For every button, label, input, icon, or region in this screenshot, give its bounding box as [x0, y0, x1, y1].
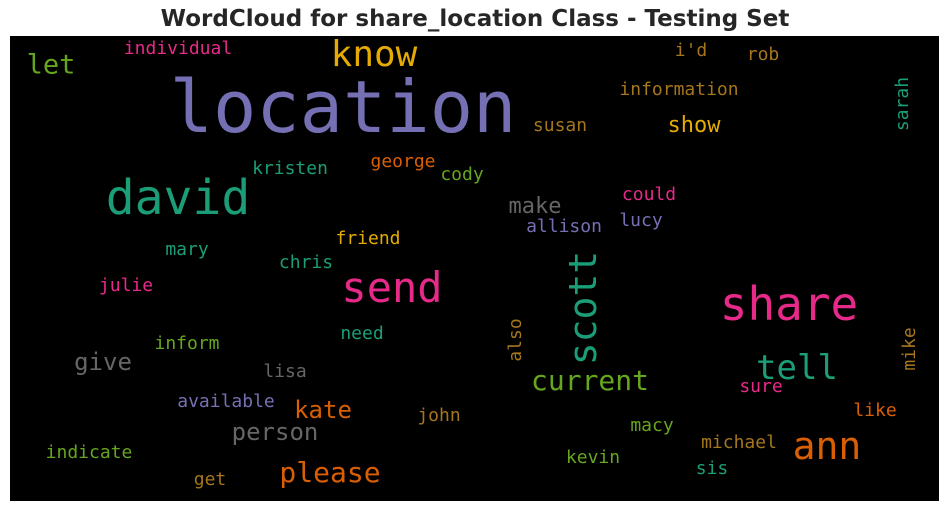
word-indicate: indicate [46, 444, 133, 462]
word-kristen: kristen [252, 160, 328, 178]
word-mary: mary [165, 241, 208, 259]
word-location: location [170, 71, 517, 143]
wordcloud-panel: location know let individual i'd rob informati… [10, 36, 939, 501]
word-friend: friend [335, 230, 400, 248]
word-lucy: lucy [619, 212, 662, 230]
word-know: know [331, 37, 418, 73]
word-susan: susan [533, 117, 587, 135]
word-scott: scott [564, 251, 602, 365]
word-rob: rob [747, 46, 780, 64]
word-let: let [27, 52, 76, 79]
word-macy: macy [630, 417, 673, 435]
word-need: need [340, 325, 383, 343]
word-george: george [370, 153, 435, 171]
word-david: david [106, 174, 251, 222]
word-give: give [74, 350, 132, 374]
word-could: could [622, 186, 676, 204]
chart-title: WordCloud for share_location Class - Tes… [0, 4, 950, 34]
word-john: john [417, 407, 460, 425]
word-i-d: i'd [675, 42, 708, 60]
word-make: make [509, 196, 562, 218]
word-lisa: lisa [263, 363, 306, 381]
word-inform: inform [154, 335, 219, 353]
word-cody: cody [440, 166, 483, 184]
word-mike: mike [901, 327, 919, 370]
word-sure: sure [739, 378, 782, 396]
word-like: like [853, 402, 896, 420]
word-show: show [668, 115, 721, 137]
word-please: please [279, 459, 380, 487]
word-available: available [177, 393, 275, 411]
word-chris: chris [279, 254, 333, 272]
word-individual: individual [124, 40, 232, 58]
word-current: current [531, 367, 649, 395]
word-ann: ann [793, 427, 862, 465]
word-get: get [194, 471, 227, 489]
word-sarah: sarah [894, 77, 912, 131]
word-person: person [232, 420, 319, 444]
word-michael: michael [701, 434, 777, 452]
word-julie: julie [99, 277, 153, 295]
word-kevin: kevin [566, 449, 620, 467]
word-send: send [341, 267, 442, 309]
word-information: information [619, 81, 738, 99]
word-also: also [507, 318, 525, 361]
word-allison: allison [526, 218, 602, 236]
word-sis: sis [696, 460, 729, 478]
word-share: share [720, 281, 858, 327]
